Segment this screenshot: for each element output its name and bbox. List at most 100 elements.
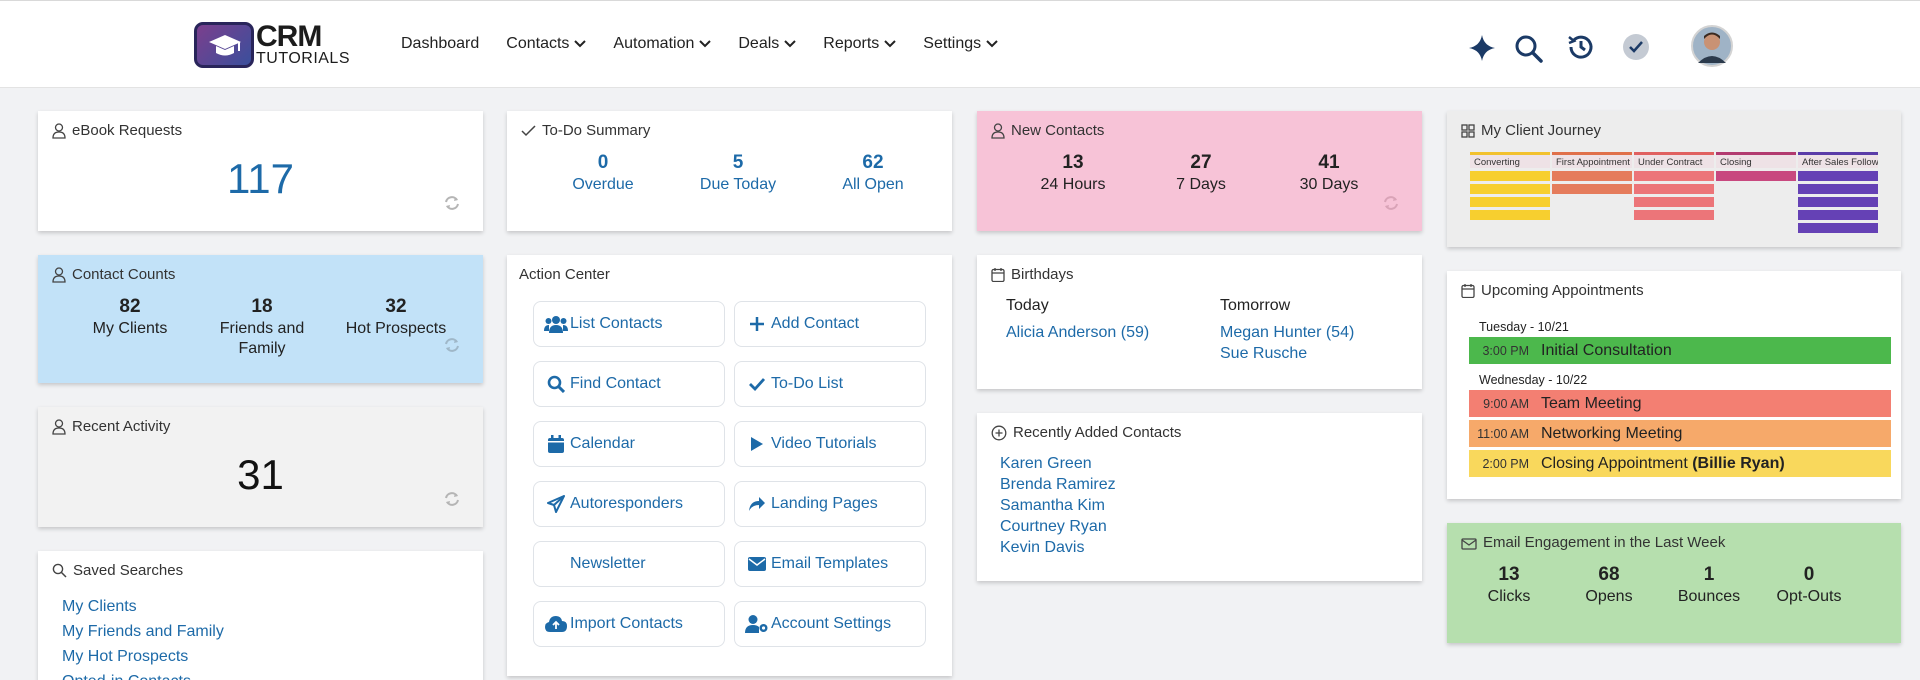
stat-opens[interactable]: 68 Opens [1559,563,1659,607]
birthday-contact-link[interactable]: Megan Hunter (54) [1220,324,1355,341]
recent-activity-card[interactable]: Recent Activity 31 [38,407,483,527]
journey-bar[interactable] [1470,171,1550,181]
nav-contacts[interactable]: Contacts [506,35,587,53]
sparkle-icon[interactable] [1468,34,1496,62]
journey-bar[interactable] [1552,184,1632,194]
journey-bar[interactable] [1634,197,1714,207]
journey-stage[interactable]: Closing [1716,152,1796,181]
refresh-icon[interactable] [443,195,461,211]
appointment-closing[interactable]: 2:00 PM Closing Appointment (Billie Ryan) [1469,450,1891,477]
newsletter-button[interactable]: Newsletter [533,541,725,587]
appointment-contact: (Billie Ryan) [1692,454,1785,472]
saved-search-link[interactable]: My Clients [62,598,137,615]
add-contact-button[interactable]: Add Contact [734,301,926,347]
journey-bar[interactable] [1634,184,1714,194]
stat-all-open[interactable]: 62 All Open [813,151,933,195]
stat-hot-prospects[interactable]: 32 Hot Prospects [336,295,456,359]
journey-bar[interactable] [1634,171,1714,181]
journey-bar[interactable] [1798,210,1878,220]
envelope-icon [745,557,769,571]
journey-stage[interactable]: First Appointment [1552,152,1632,194]
stat-friends-family[interactable]: 18 Friends and Family [194,295,330,359]
email-templates-button[interactable]: Email Templates [734,541,926,587]
journey-bar[interactable] [1798,223,1878,233]
journey-stage[interactable]: Under Contract [1634,152,1714,220]
nav-deals[interactable]: Deals [738,35,796,53]
stat-7-days[interactable]: 27 7 Days [1141,151,1261,195]
day-label: Tomorrow [1220,297,1291,314]
journey-stage[interactable]: After Sales Follow [1798,152,1878,233]
todo-list-button[interactable]: To-Do List [734,361,926,407]
stat-label: Friends and Family [219,320,305,357]
journey-stage-label: Under Contract [1634,152,1714,168]
ebook-requests-card[interactable]: eBook Requests 117 [38,111,483,231]
search-icon[interactable] [1514,34,1544,64]
nav-reports[interactable]: Reports [823,35,897,53]
nav-automation[interactable]: Automation [613,35,712,53]
appointment-team-meeting[interactable]: 9:00 AM Team Meeting [1469,390,1891,417]
journey-bar[interactable] [1634,210,1714,220]
recent-activity-count: 31 [237,451,284,498]
contact-link[interactable]: Brenda Ramirez [1000,476,1116,493]
find-contact-button[interactable]: Find Contact [533,361,725,407]
journey-bar[interactable] [1470,197,1550,207]
check-circle-icon[interactable] [1622,33,1650,61]
journey-bar[interactable] [1552,171,1632,181]
stat-bounces[interactable]: 1 Bounces [1659,563,1759,607]
appointment-networking-meeting[interactable]: 11:00 AM Networking Meeting [1469,420,1891,447]
card-title: eBook Requests [72,122,183,139]
avatar[interactable] [1691,25,1733,67]
birthday-contact-link[interactable]: Sue Rusche [1220,345,1308,362]
contact-link[interactable]: Courtney Ryan [1000,518,1107,535]
contact-link[interactable]: Samantha Kim [1000,497,1105,514]
journey-stage[interactable]: Converting [1470,152,1550,220]
video-tutorials-button[interactable]: Video Tutorials [734,421,926,467]
journey-bar[interactable] [1716,171,1796,181]
saved-search-link[interactable]: My Hot Prospects [62,648,189,665]
calendar-button[interactable]: Calendar [533,421,725,467]
appointment-time: 9:00 AM [1483,396,1529,411]
button-label: Video Tutorials [771,435,877,452]
saved-search-link[interactable]: Opted-in Contacts [62,669,224,680]
nav-settings[interactable]: Settings [923,35,998,53]
stat-clicks[interactable]: 13 Clicks [1459,563,1559,607]
calendar-icon [544,435,568,453]
card-title: My Client Journey [1481,122,1602,139]
stat-30-days[interactable]: 41 30 Days [1269,151,1389,195]
birthday-contact-link[interactable]: Alicia Anderson (59) [1006,324,1150,341]
journey-bar[interactable] [1798,197,1878,207]
appointment-time: 3:00 PM [1482,343,1529,358]
account-settings-button[interactable]: Account Settings [734,601,926,647]
refresh-icon[interactable] [1382,195,1400,211]
button-label: Import Contacts [570,615,683,632]
card-header: Recently Added Contacts [991,424,1181,441]
stat-due-today[interactable]: 5 Due Today [678,151,798,195]
contact-counts-card[interactable]: Contact Counts 82 My Clients 18 Friends an… [38,255,483,383]
button-label: Newsletter [570,555,646,572]
stat-24-hours[interactable]: 13 24 Hours [1013,151,1133,195]
search-icon [52,563,67,578]
refresh-icon[interactable] [443,491,461,507]
stat-label: 30 Days [1299,176,1359,193]
autoresponders-button[interactable]: Autoresponders [533,481,725,527]
history-icon[interactable] [1566,32,1596,62]
button-label: Add Contact [771,315,860,332]
stat-overdue[interactable]: 0 Overdue [543,151,663,195]
journey-bar[interactable] [1798,184,1878,194]
list-contacts-button[interactable]: List Contacts [533,301,725,347]
import-contacts-button[interactable]: Import Contacts [533,601,725,647]
crm-tutorials-logo[interactable]: CRM TUTORIALS [194,21,354,69]
contact-link[interactable]: Kevin Davis [1000,539,1085,556]
journey-bar[interactable] [1798,171,1878,181]
contact-link[interactable]: Karen Green [1000,455,1092,472]
refresh-icon[interactable] [443,337,461,353]
appointment-initial-consultation[interactable]: 3:00 PM Initial Consultation [1469,337,1891,364]
button-label: Find Contact [570,375,661,392]
stat-my-clients[interactable]: 82 My Clients [70,295,190,359]
journey-bar[interactable] [1470,184,1550,194]
journey-bar[interactable] [1470,210,1550,220]
saved-search-link[interactable]: My Friends and Family [62,623,224,640]
nav-dashboard[interactable]: Dashboard [401,35,479,53]
stat-opt-outs[interactable]: 0 Opt-Outs [1759,563,1859,607]
landing-pages-button[interactable]: Landing Pages [734,481,926,527]
